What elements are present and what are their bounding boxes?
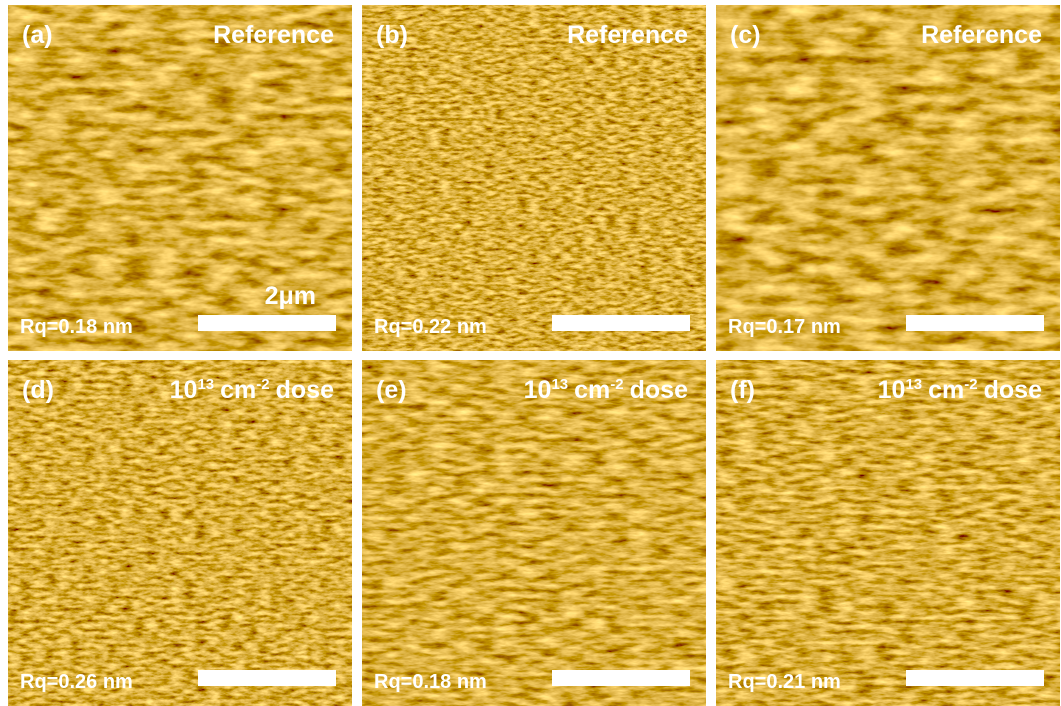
scale-bar: [552, 315, 690, 331]
panel-title: 1013 cm-2 dose: [170, 376, 334, 405]
panel-label: (a): [22, 21, 53, 50]
afm-panel: (e) 1013 cm-2 dose Rq=0.18 nm: [362, 360, 706, 706]
scale-bar: [906, 315, 1044, 331]
rq-value: Rq=0.18 nm: [20, 316, 133, 339]
afm-panel: (c) Reference Rq=0.17 nm: [716, 5, 1060, 351]
scale-label: 2μm: [265, 282, 316, 311]
title-part: 10: [878, 376, 906, 404]
title-part: 13: [905, 376, 922, 393]
scale-bar: [198, 315, 336, 331]
rq-value: Rq=0.17 nm: [728, 316, 841, 339]
afm-panel: (b) Reference Rq=0.22 nm: [362, 5, 706, 351]
title-part: 10: [170, 376, 198, 404]
title-part: cm: [574, 376, 610, 404]
title-part: 13: [197, 376, 214, 393]
scale-bar: [198, 670, 336, 686]
panel-title: Reference: [567, 21, 688, 50]
panel-label: (b): [376, 21, 408, 50]
afm-image: [716, 5, 1060, 351]
title-part: cm: [220, 376, 256, 404]
panel-label: (c): [730, 21, 761, 50]
afm-image: [716, 360, 1060, 706]
title-part: dose: [984, 376, 1042, 404]
rq-value: Rq=0.26 nm: [20, 671, 133, 694]
figure: (a) Reference Rq=0.18 nm 2μm (b) Reference Rq…: [0, 0, 1061, 706]
scale-bar: [906, 670, 1044, 686]
afm-image: [362, 5, 706, 351]
scale-bar: [552, 670, 690, 686]
afm-image: [362, 360, 706, 706]
title-part: -2: [610, 376, 623, 393]
afm-panel: (a) Reference Rq=0.18 nm 2μm: [8, 5, 352, 351]
afm-panel: (f) 1013 cm-2 dose Rq=0.21 nm: [716, 360, 1060, 706]
panel-label: (e): [376, 376, 407, 405]
panel-label: (d): [22, 376, 54, 405]
panel-title: 1013 cm-2 dose: [524, 376, 688, 405]
title-part: dose: [630, 376, 688, 404]
panel-title: Reference: [213, 21, 334, 50]
rq-value: Rq=0.18 nm: [374, 671, 487, 694]
title-part: -2: [964, 376, 977, 393]
panel-title: Reference: [921, 21, 1042, 50]
rq-value: Rq=0.21 nm: [728, 671, 841, 694]
rq-value: Rq=0.22 nm: [374, 316, 487, 339]
title-part: 10: [524, 376, 552, 404]
panel-title: 1013 cm-2 dose: [878, 376, 1042, 405]
title-part: dose: [276, 376, 334, 404]
panel-label: (f): [730, 376, 755, 405]
afm-image: [8, 360, 352, 706]
title-part: 13: [551, 376, 568, 393]
afm-panel: (d) 1013 cm-2 dose Rq=0.26 nm: [8, 360, 352, 706]
title-part: -2: [256, 376, 269, 393]
title-part: cm: [928, 376, 964, 404]
